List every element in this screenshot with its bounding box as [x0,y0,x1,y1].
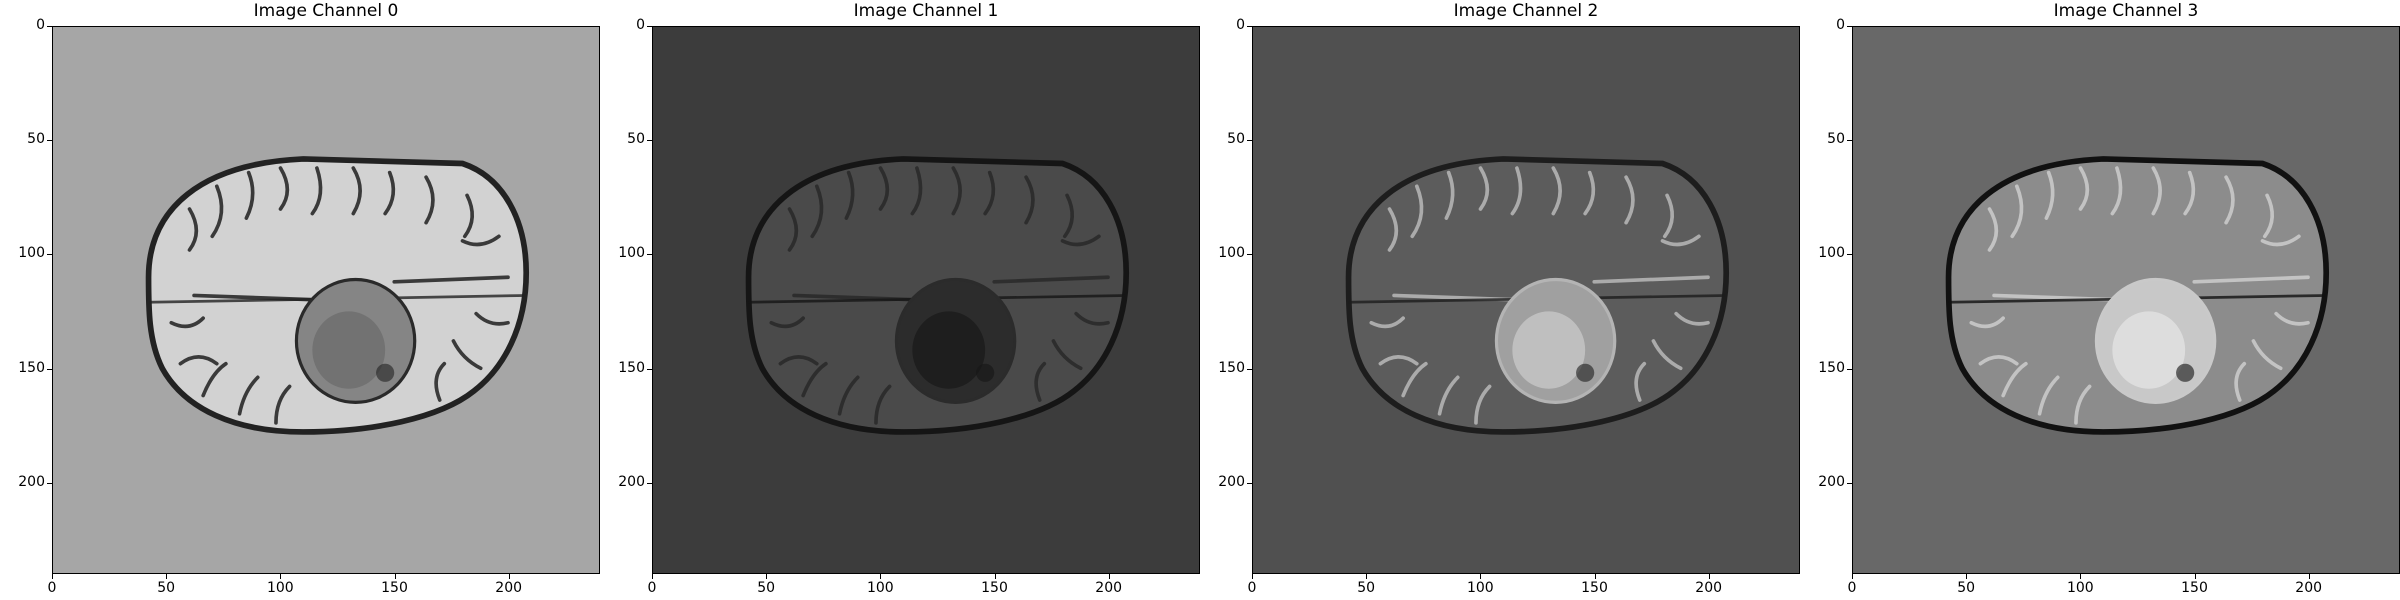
image-axes [1852,26,2400,574]
x-tick-mark [1366,574,1367,579]
y-tick-label: 200 [1818,473,1845,490]
y-tick-label: 200 [1218,473,1245,490]
y-tick-mark [647,26,652,27]
x-tick-mark [2195,574,2196,579]
x-tick-label: 150 [381,580,408,596]
y-tick-label: 200 [18,473,45,490]
x-tick-label: 200 [1095,580,1123,596]
panel-title: Image Channel 1 [853,1,999,21]
y-tick-label: 50 [1827,131,1845,148]
x-tick-label: 50 [1957,580,1976,596]
x-tick-mark [1852,574,1853,579]
x-tick-mark [280,574,281,579]
y-tick-mark [1247,483,1252,484]
image-panel: Image Channel 2 0 50 100 150 200 0 50 100 150 200 [1200,0,1800,600]
x-tick-mark [1480,574,1481,579]
y-tick-mark [1847,369,1852,370]
x-tick-label: 0 [1247,580,1257,596]
x-tick-mark [1966,574,1967,579]
y-tick-mark [47,483,52,484]
x-tick-mark [166,574,167,579]
y-tick-label: 100 [618,245,645,262]
x-tick-mark [1595,574,1596,579]
y-tick-label: 0 [1836,17,1845,34]
x-tick-label: 0 [47,580,57,596]
y-tick-mark [647,254,652,255]
x-tick-mark [395,574,396,579]
x-tick-mark [995,574,996,579]
image-panel: Image Channel 3 0 50 100 150 200 0 50 100 150 200 [1800,0,2400,600]
x-tick-label: 100 [866,580,894,596]
y-tick-mark [47,26,52,27]
x-tick-label: 150 [2181,580,2208,596]
x-tick-label: 200 [2295,580,2323,596]
mri-slice-image [1253,27,1799,573]
y-tick-mark [47,369,52,370]
y-tick-label: 150 [618,359,645,376]
x-tick-label: 50 [757,580,776,596]
x-tick-mark [509,574,510,579]
x-tick-mark [1709,574,1710,579]
x-tick-label: 150 [1581,580,1608,596]
y-tick-label: 100 [18,245,45,262]
y-tick-mark [47,140,52,141]
y-tick-label: 150 [1218,359,1245,376]
y-tick-label: 150 [1818,359,1845,376]
x-tick-mark [1109,574,1110,579]
image-axes [52,26,600,574]
x-tick-label: 200 [495,580,523,596]
x-tick-label: 100 [266,580,294,596]
panel-title: Image Channel 0 [253,1,399,21]
image-panel: Image Channel 0 0 50 100 150 200 0 50 100 150 200 [0,0,600,600]
x-tick-label: 200 [1695,580,1723,596]
panel-title: Image Channel 3 [2053,1,2199,21]
x-tick-mark [2080,574,2081,579]
x-tick-label: 0 [1847,580,1857,596]
y-tick-label: 100 [1818,245,1845,262]
y-tick-mark [647,483,652,484]
y-tick-mark [1247,369,1252,370]
y-tick-mark [1847,483,1852,484]
x-tick-mark [652,574,653,579]
y-tick-mark [647,369,652,370]
x-tick-label: 150 [981,580,1008,596]
y-tick-label: 150 [18,359,45,376]
x-tick-mark [880,574,881,579]
y-tick-mark [1847,254,1852,255]
image-panel: Image Channel 1 0 50 100 150 200 0 50 100 150 200 [600,0,1200,600]
y-tick-mark [1847,26,1852,27]
image-axes [1252,26,1800,574]
mri-slice-image [1853,27,2399,573]
image-axes [652,26,1200,574]
x-tick-label: 100 [1466,580,1494,596]
mri-slice-image [653,27,1199,573]
x-tick-mark [52,574,53,579]
y-tick-label: 50 [1227,131,1245,148]
y-tick-label: 50 [27,131,45,148]
y-tick-mark [1247,140,1252,141]
x-tick-label: 100 [2066,580,2094,596]
x-tick-mark [2309,574,2310,579]
y-tick-mark [47,254,52,255]
x-tick-label: 50 [1357,580,1376,596]
y-tick-label: 50 [627,131,645,148]
panel-title: Image Channel 2 [1453,1,1599,21]
x-tick-mark [766,574,767,579]
y-tick-label: 0 [36,17,45,34]
x-tick-label: 50 [157,580,176,596]
y-tick-label: 100 [1218,245,1245,262]
y-tick-mark [1847,140,1852,141]
x-tick-label: 0 [647,580,657,596]
y-tick-label: 0 [636,17,645,34]
y-tick-mark [1247,26,1252,27]
x-tick-mark [1252,574,1253,579]
y-tick-mark [1247,254,1252,255]
y-tick-mark [647,140,652,141]
y-tick-label: 200 [618,473,645,490]
mri-slice-image [53,27,599,573]
y-tick-label: 0 [1236,17,1245,34]
